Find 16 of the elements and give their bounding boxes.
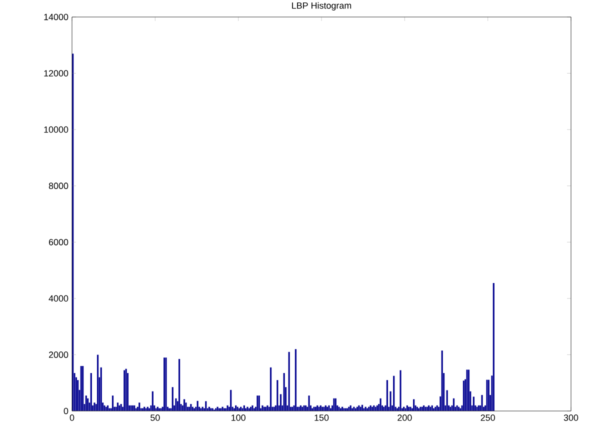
y-tick-label: 10000 [44, 126, 68, 133]
x-tick-label: 100 [232, 414, 246, 421]
x-tick-label: 250 [480, 414, 495, 421]
y-tick-label: 2000 [48, 352, 68, 358]
y-tick-label: 4000 [48, 295, 68, 302]
y-tick-label: 6000 [48, 238, 68, 246]
y-tick-label: 12000 [44, 70, 68, 76]
x-tick-label: 0 [70, 414, 74, 421]
y-tick-label: 0 [64, 408, 68, 414]
x-tick-label: 300 [564, 414, 578, 421]
y-tick-label: 8000 [48, 182, 68, 190]
x-tick-label: 150 [314, 414, 329, 421]
x-tick-label: 50 [150, 414, 160, 421]
y-tick-label: 14000 [44, 14, 68, 20]
chart-title: LBP Histogram [292, 2, 352, 10]
x-tick-label: 200 [398, 414, 412, 421]
